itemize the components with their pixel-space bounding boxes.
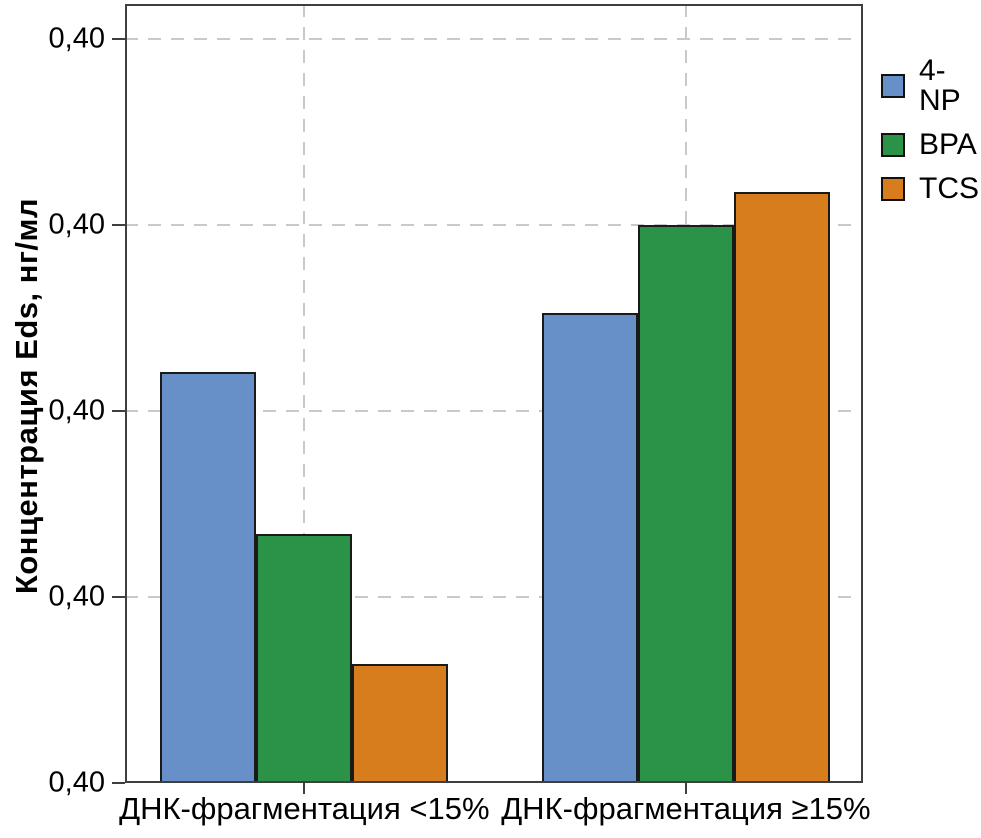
- y-tick-label: 0,40: [48, 394, 105, 427]
- legend-item-4-np: 4-NP: [881, 56, 981, 116]
- horizontal-gridline: [125, 596, 863, 599]
- y-tick-label: 0,40: [48, 766, 105, 799]
- horizontal-gridline: [125, 38, 863, 41]
- plot-area: [125, 4, 863, 783]
- bar-bpa-group2: [637, 225, 734, 783]
- y-tick-mark: [112, 596, 125, 599]
- bar-4-np-group2: [541, 312, 638, 783]
- legend-label: BPA: [919, 128, 977, 161]
- y-tick-label: 0,40: [48, 22, 105, 55]
- x-category-label: ДНК-фрагментация <15%: [119, 791, 490, 826]
- x-tick-mark: [303, 783, 306, 794]
- legend-label: 4-NP: [919, 54, 961, 117]
- legend-swatch-bpa: [881, 133, 905, 157]
- bar-tcs-group2: [733, 191, 830, 783]
- x-category-label: ДНК-фрагментация ≥15%: [501, 791, 871, 826]
- horizontal-gridline: [125, 224, 863, 227]
- legend-item-bpa: BPA: [881, 130, 981, 160]
- horizontal-gridline: [125, 410, 863, 413]
- y-tick-mark: [112, 410, 125, 413]
- bar-tcs-group1: [352, 664, 449, 783]
- bar-bpa-group1: [256, 533, 353, 783]
- legend-swatch-tcs: [881, 177, 905, 201]
- legend: 4-NP BPA TCS: [881, 56, 981, 218]
- y-tick-label: 0,40: [48, 208, 105, 241]
- legend-swatch-4-np: [881, 74, 905, 98]
- y-tick-mark: [112, 782, 125, 784]
- vertical-gridline: [303, 4, 306, 783]
- y-tick-mark: [112, 224, 125, 227]
- legend-item-tcs: TCS: [881, 174, 981, 204]
- legend-label: TCS: [919, 172, 979, 205]
- y-tick-mark: [112, 38, 125, 41]
- x-tick-mark: [684, 783, 687, 794]
- bar-4-np-group1: [160, 372, 257, 783]
- y-tick-label: 0,40: [48, 580, 105, 613]
